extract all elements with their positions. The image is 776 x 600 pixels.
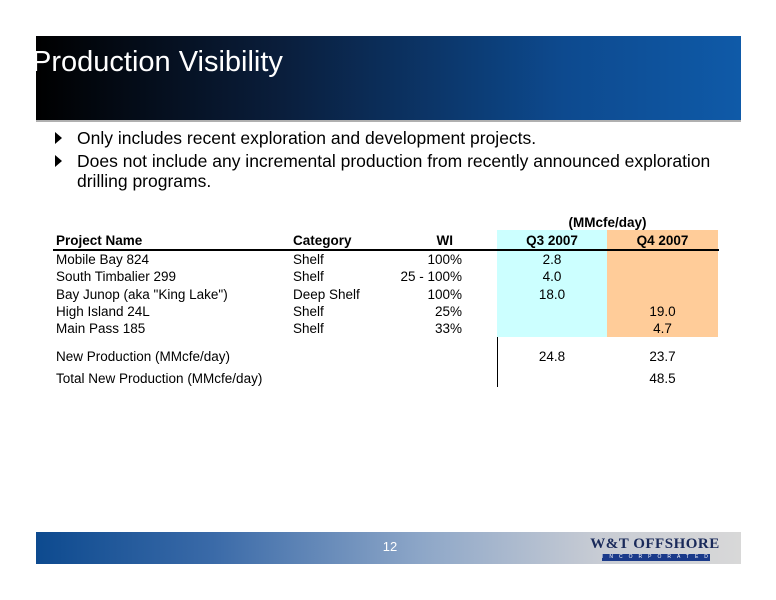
column-header-q4: Q4 2007 bbox=[636, 233, 689, 248]
column-header-wi: WI bbox=[436, 233, 454, 248]
table-row-wi: 100% bbox=[427, 252, 462, 267]
table-row-name: Main Pass 185 bbox=[56, 321, 146, 336]
total-production-label: Total New Production (MMcfe/day) bbox=[56, 371, 263, 386]
table-row-wi: 25 - 100% bbox=[400, 269, 462, 284]
bullet-arrow-icon bbox=[55, 155, 62, 167]
bullet-item: Only includes recent exploration and dev… bbox=[52, 128, 732, 148]
column-header-category: Category bbox=[293, 233, 352, 248]
column-header-q3: Q3 2007 bbox=[526, 233, 578, 248]
table-row-wi: 25% bbox=[434, 304, 462, 319]
table-row-wi: 33% bbox=[434, 321, 462, 336]
table-row-q4: 19.0 bbox=[649, 304, 676, 319]
table-row-category: Shelf bbox=[293, 304, 324, 319]
table-row-category: Shelf bbox=[293, 321, 324, 336]
table-row-q3: 18.0 bbox=[538, 287, 566, 302]
q3-column-shading bbox=[497, 230, 607, 337]
total-divider bbox=[497, 337, 498, 387]
bullet-arrow-icon bbox=[55, 132, 62, 144]
table-row-name: South Timbalier 299 bbox=[56, 269, 177, 284]
table-row-category: Shelf bbox=[293, 252, 324, 267]
header-divider bbox=[53, 249, 719, 251]
bullet-text: Does not include any incremental product… bbox=[77, 151, 711, 191]
table-row-q4: 4.7 bbox=[653, 321, 672, 336]
page-title: Production Visibility bbox=[32, 46, 283, 78]
table-row-name: High Island 24L bbox=[56, 304, 150, 319]
table-row-name: Bay Junop (aka "King Lake") bbox=[56, 287, 228, 302]
bullet-text: Only includes recent exploration and dev… bbox=[77, 128, 537, 148]
title-bar bbox=[36, 36, 741, 120]
table-row-category: Deep Shelf bbox=[293, 287, 360, 302]
table-row-q3: 4.0 bbox=[542, 269, 562, 284]
title-divider bbox=[36, 120, 741, 122]
new-production-q4: 23.7 bbox=[649, 349, 676, 364]
column-header-project: Project Name bbox=[56, 233, 143, 248]
unit-header: (MMcfe/day) bbox=[568, 215, 647, 230]
q4-column-shading bbox=[607, 230, 718, 337]
page-number: 12 bbox=[382, 539, 398, 554]
new-production-label: New Production (MMcfe/day) bbox=[56, 349, 231, 364]
logo-name: W&T OFFSHORE bbox=[590, 536, 720, 552]
total-production-value: 48.5 bbox=[649, 371, 676, 386]
logo-subtitle: INCORPORATED bbox=[602, 554, 714, 561]
table-row-category: Shelf bbox=[293, 269, 324, 284]
table-row-q3: 2.8 bbox=[542, 252, 562, 267]
table-row-wi: 100% bbox=[427, 287, 462, 302]
new-production-q3: 24.8 bbox=[538, 349, 566, 364]
table-row-name: Mobile Bay 824 bbox=[56, 252, 150, 267]
bullet-item: Does not include any incremental product… bbox=[52, 151, 732, 191]
bullet-list: Only includes recent exploration and dev… bbox=[52, 128, 732, 194]
company-logo: W&T OFFSHORE INCORPORATED bbox=[590, 536, 720, 562]
